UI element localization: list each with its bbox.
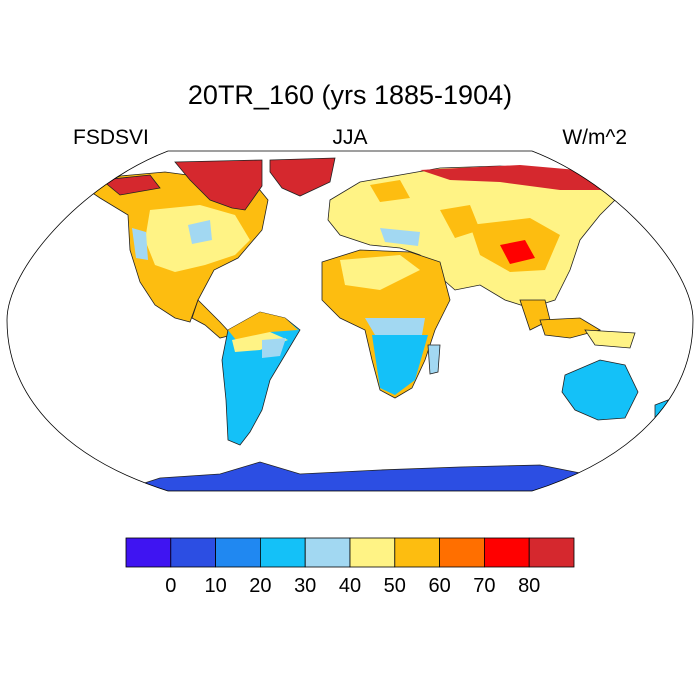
south-america (221, 311, 301, 446)
colorbar-tick-label: 10 (204, 575, 226, 597)
colorbar-tick-label: 40 (339, 575, 361, 597)
greenland (101, 157, 336, 211)
colorbar-swatch (304, 537, 351, 568)
africa (321, 249, 451, 399)
north-america (87, 171, 269, 339)
colorbar-tick-label: 60 (428, 575, 450, 597)
colorbar-swatch (349, 537, 396, 568)
colorbar-swatch (170, 537, 217, 568)
colorbar-tick-label: 20 (249, 575, 271, 597)
season-label: JJA (332, 126, 368, 149)
colorbar-tick-label: 50 (384, 575, 406, 597)
colorbar-swatch (439, 537, 485, 568)
colorbar-swatch (528, 537, 575, 568)
colorbar-swatch (125, 537, 172, 568)
colorbar-swatch (483, 537, 530, 568)
variable-label: FSDSVI (73, 126, 149, 149)
map-title: 20TR_160 (yrs 1885-1904) (187, 80, 513, 110)
colorbar-swatch (394, 537, 440, 568)
colorbar-tick-label: 80 (518, 575, 540, 597)
map-boundary (6, 150, 694, 492)
maritime-asia (539, 317, 636, 349)
eurasia (327, 165, 621, 331)
colorbar-tick-label: 30 (294, 575, 316, 597)
colorbar-swatch (215, 537, 261, 568)
units-label: W/m^2 (562, 126, 627, 149)
colorbar-tick-label: 70 (473, 575, 495, 597)
colorbar-swatch (259, 537, 306, 568)
colorbar-tick-label: 0 (165, 575, 176, 597)
